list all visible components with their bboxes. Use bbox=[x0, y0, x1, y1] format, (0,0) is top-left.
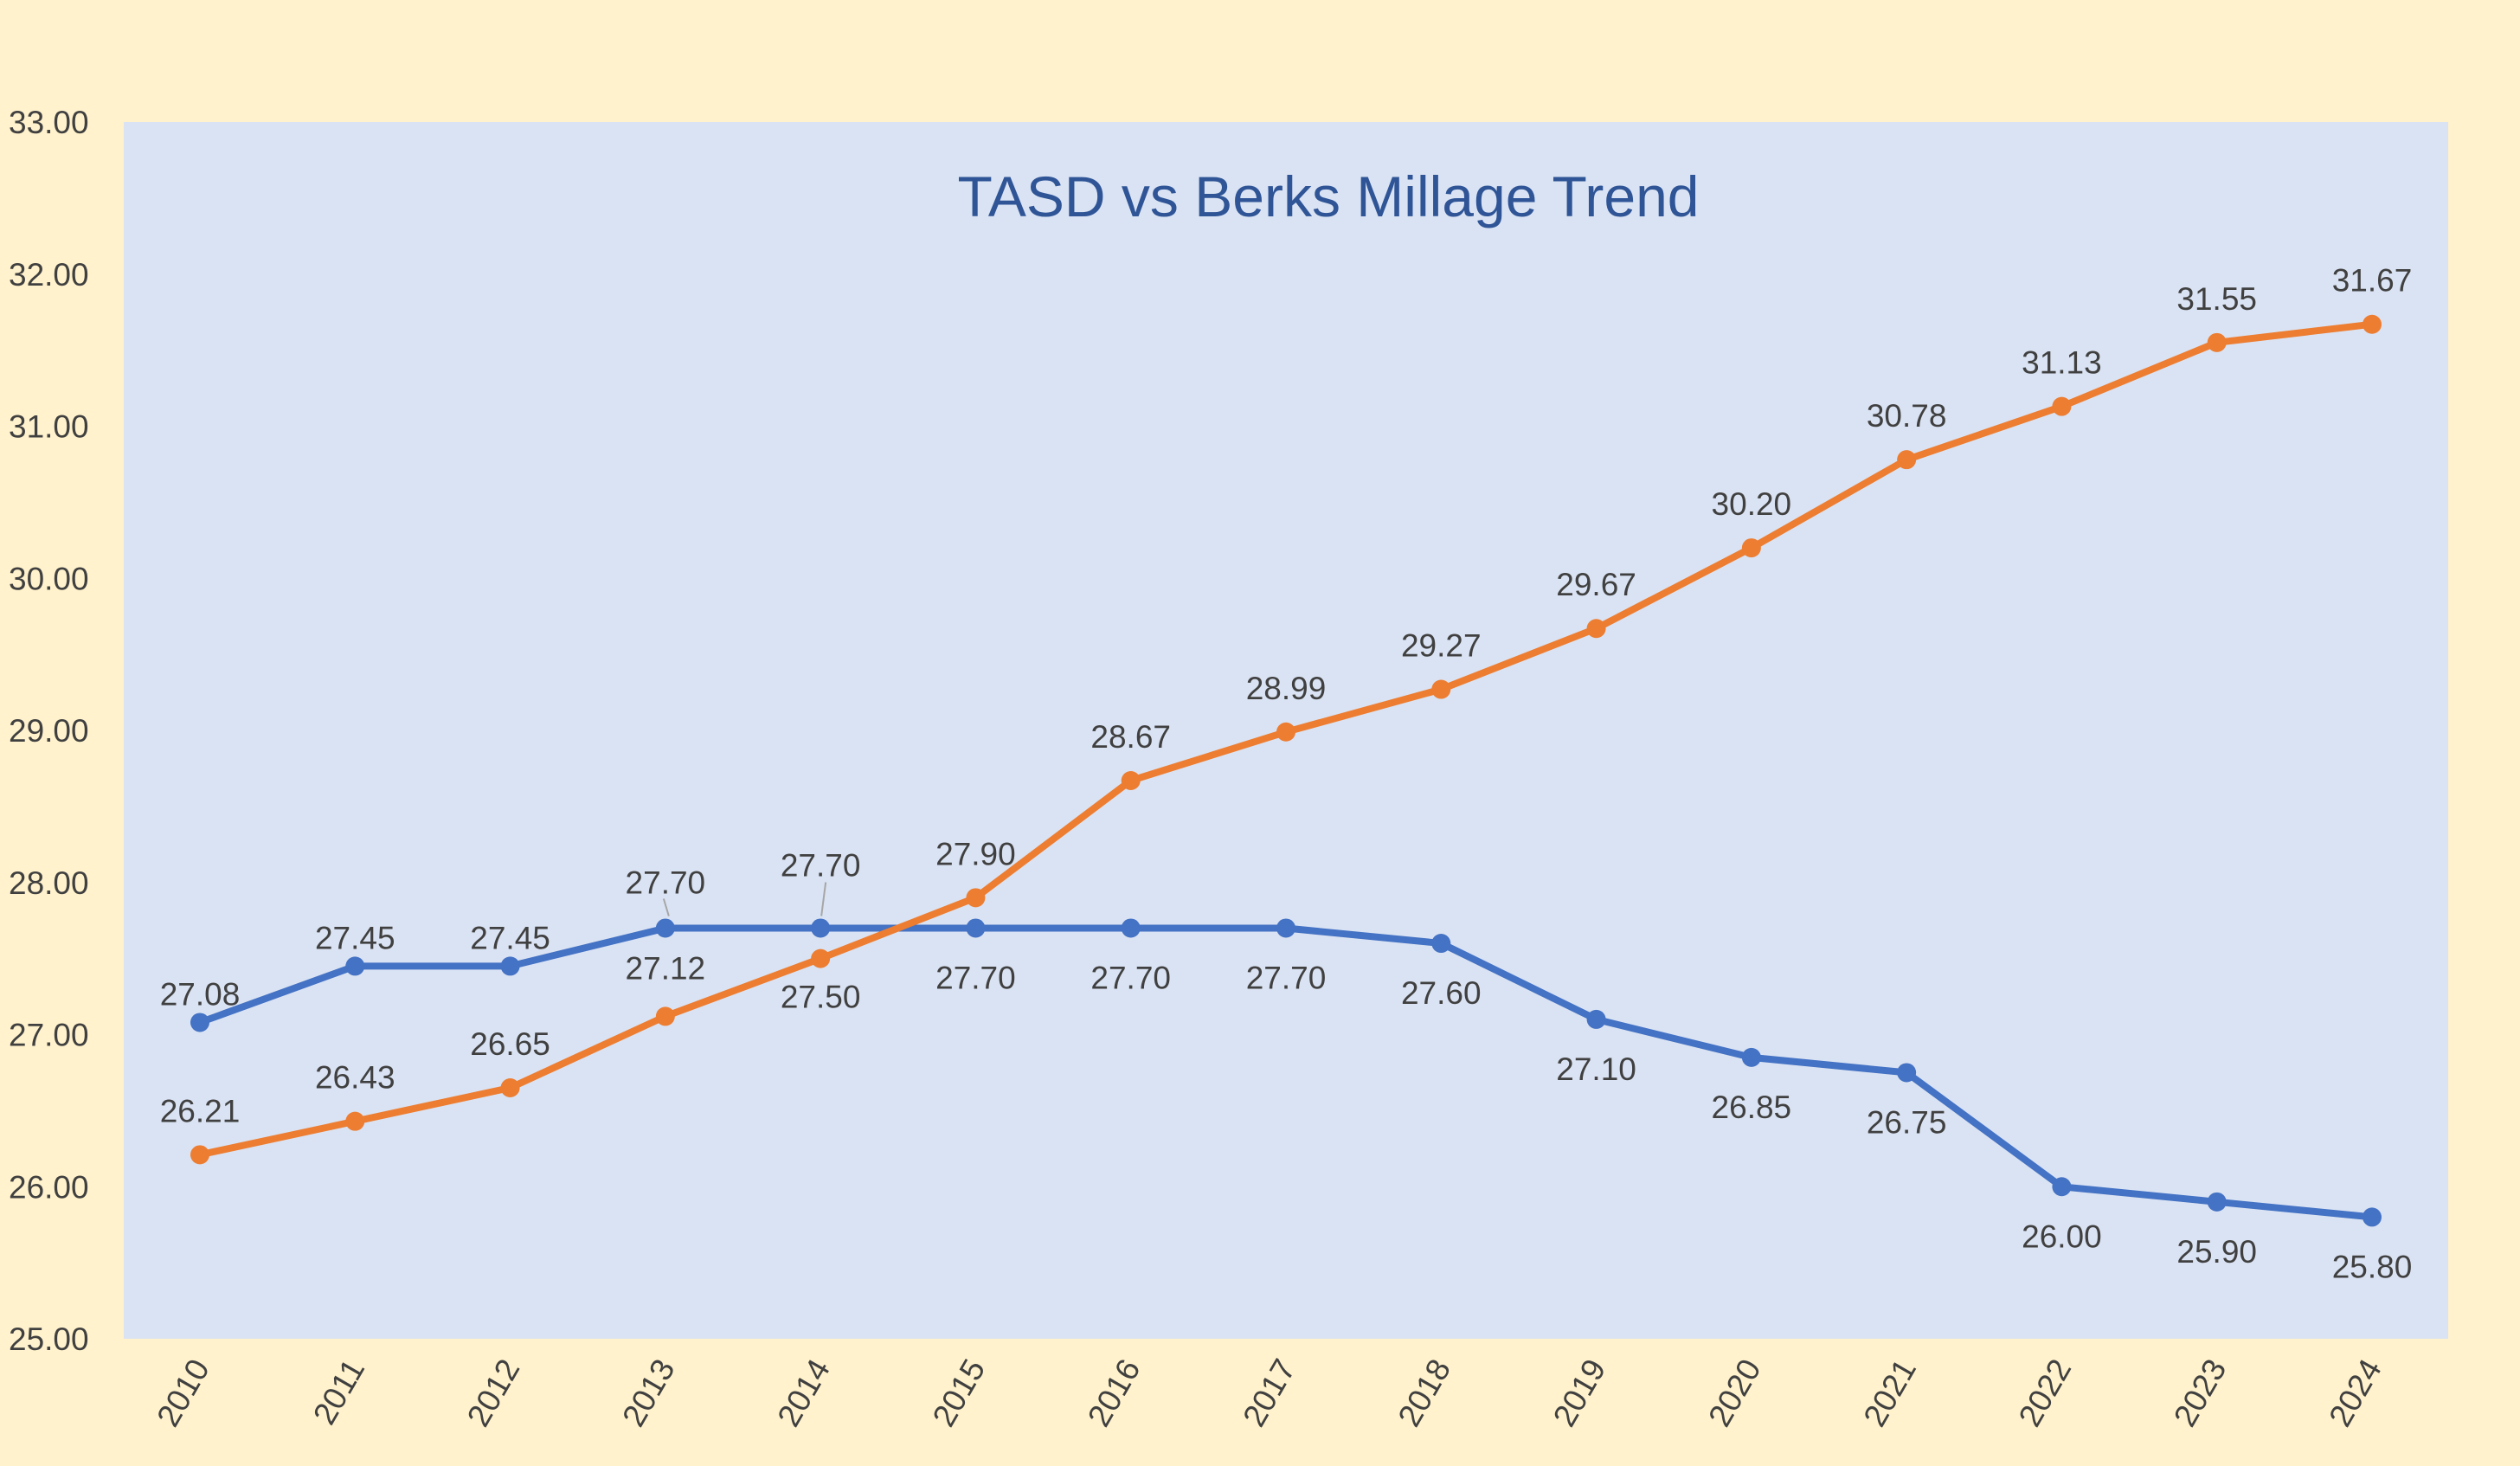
x-tick-label: 2017 bbox=[1236, 1353, 1302, 1433]
series-0-point bbox=[1121, 918, 1141, 938]
data-label: 29.67 bbox=[1556, 567, 1636, 602]
series-0-point bbox=[655, 918, 675, 938]
y-tick-label: 33.00 bbox=[9, 105, 89, 140]
series-1-point bbox=[2052, 396, 2072, 416]
data-label: 27.45 bbox=[315, 920, 395, 955]
data-label: 28.67 bbox=[1090, 719, 1171, 755]
series-0-point bbox=[2362, 1207, 2382, 1227]
x-tick-label: 2022 bbox=[2012, 1353, 2079, 1433]
data-label: 31.13 bbox=[2022, 345, 2102, 381]
x-tick-label: 2018 bbox=[1392, 1353, 1458, 1433]
series-1 bbox=[190, 314, 2382, 1165]
data-label: 31.67 bbox=[2332, 263, 2413, 299]
x-tick-label: 2016 bbox=[1081, 1353, 1148, 1433]
series-1-point bbox=[966, 888, 986, 908]
x-tick-label: 2019 bbox=[1546, 1353, 1613, 1433]
y-tick-label: 28.00 bbox=[9, 865, 89, 901]
data-label: 27.70 bbox=[935, 960, 1016, 995]
data-label: 27.08 bbox=[160, 976, 241, 1012]
data-label-layer: 26.21 26.43 26.65 27.12 27.50 27.90 28.67 28.99… bbox=[160, 263, 2413, 1285]
data-label: 27.60 bbox=[1401, 975, 1482, 1011]
data-label: 30.78 bbox=[1867, 398, 1947, 434]
data-label: 26.43 bbox=[315, 1060, 395, 1096]
leader-line bbox=[820, 882, 827, 916]
series-1-point bbox=[1741, 538, 1761, 558]
series-0-point bbox=[1741, 1047, 1761, 1067]
data-label: 27.10 bbox=[1556, 1051, 1636, 1087]
series-0-point bbox=[500, 956, 520, 976]
data-label: 28.99 bbox=[1246, 671, 1327, 706]
data-label: 27.12 bbox=[626, 950, 706, 986]
data-label: 26.00 bbox=[2022, 1218, 2102, 1254]
data-label: 29.27 bbox=[1401, 628, 1482, 664]
data-label: 26.65 bbox=[470, 1026, 550, 1062]
y-tick-label: 26.00 bbox=[9, 1169, 89, 1205]
series-0-point bbox=[1586, 1009, 1606, 1029]
data-label: 27.70 bbox=[1090, 960, 1171, 995]
data-label: 27.70 bbox=[626, 865, 706, 900]
series-1-point bbox=[811, 948, 831, 968]
series-1-point bbox=[1897, 450, 1917, 470]
y-axis: 25.00 26.00 27.00 28.00 29.00 30.00 31.00 32.00… bbox=[9, 105, 89, 1357]
chart-title: TASD vs Berks Millage Trend bbox=[957, 164, 1699, 228]
series-0-point bbox=[1276, 918, 1295, 938]
y-tick-label: 32.00 bbox=[9, 257, 89, 293]
series-1-point bbox=[345, 1111, 365, 1131]
data-label: 27.50 bbox=[781, 980, 861, 1015]
data-label: 26.85 bbox=[1712, 1090, 1792, 1125]
series-1-point bbox=[1431, 679, 1451, 699]
series-1-point bbox=[655, 1006, 675, 1026]
x-tick-label: 2024 bbox=[2322, 1353, 2388, 1433]
leader-line bbox=[662, 898, 670, 916]
y-tick-label: 30.00 bbox=[9, 561, 89, 596]
x-tick-label: 2021 bbox=[1856, 1353, 1923, 1433]
data-label: 27.70 bbox=[1246, 960, 1327, 995]
data-label: 31.55 bbox=[2176, 281, 2257, 317]
series-0-point bbox=[1431, 934, 1451, 954]
x-tick-label: 2023 bbox=[2167, 1353, 2234, 1433]
x-tick-label: 2014 bbox=[770, 1353, 837, 1433]
series-1-point bbox=[2207, 332, 2227, 352]
data-label: 27.70 bbox=[781, 847, 861, 883]
series-0-point bbox=[2052, 1177, 2072, 1197]
data-label: 27.45 bbox=[470, 920, 550, 955]
series-1-point bbox=[1276, 722, 1295, 742]
series-0-point bbox=[345, 956, 365, 976]
x-tick-label: 2020 bbox=[1701, 1353, 1768, 1433]
series-1-point bbox=[1586, 619, 1606, 639]
x-tick-label: 2012 bbox=[460, 1353, 527, 1433]
series-0-point bbox=[2207, 1192, 2227, 1212]
y-tick-label: 25.00 bbox=[9, 1321, 89, 1357]
series-layer bbox=[190, 314, 2382, 1227]
x-axis: 2010 2011 2012 2013 2014 2015 2016 2017 2018 2019… bbox=[150, 1353, 2388, 1433]
data-label: 25.90 bbox=[2176, 1234, 2257, 1270]
y-tick-label: 29.00 bbox=[9, 713, 89, 749]
x-tick-label: 2015 bbox=[926, 1353, 993, 1433]
series-0-point bbox=[190, 1013, 209, 1032]
data-label: 26.75 bbox=[1867, 1104, 1947, 1140]
series-1-point bbox=[190, 1145, 209, 1165]
x-tick-label: 2010 bbox=[150, 1353, 216, 1433]
data-label: 30.20 bbox=[1712, 486, 1792, 522]
y-tick-label: 27.00 bbox=[9, 1018, 89, 1053]
series-0-point bbox=[966, 918, 986, 938]
series-1-point bbox=[2362, 314, 2382, 334]
data-label: 25.80 bbox=[2332, 1249, 2413, 1284]
series-0-point bbox=[811, 918, 831, 938]
y-tick-label: 31.00 bbox=[9, 409, 89, 445]
series-1-point bbox=[500, 1078, 520, 1098]
series-0 bbox=[190, 918, 2382, 1227]
data-label: 27.90 bbox=[935, 836, 1016, 871]
series-1-point bbox=[1121, 770, 1141, 790]
series-0-point bbox=[1897, 1063, 1917, 1083]
data-label: 26.21 bbox=[160, 1093, 241, 1128]
x-tick-label: 2011 bbox=[306, 1353, 371, 1431]
x-tick-label: 2013 bbox=[615, 1353, 682, 1433]
